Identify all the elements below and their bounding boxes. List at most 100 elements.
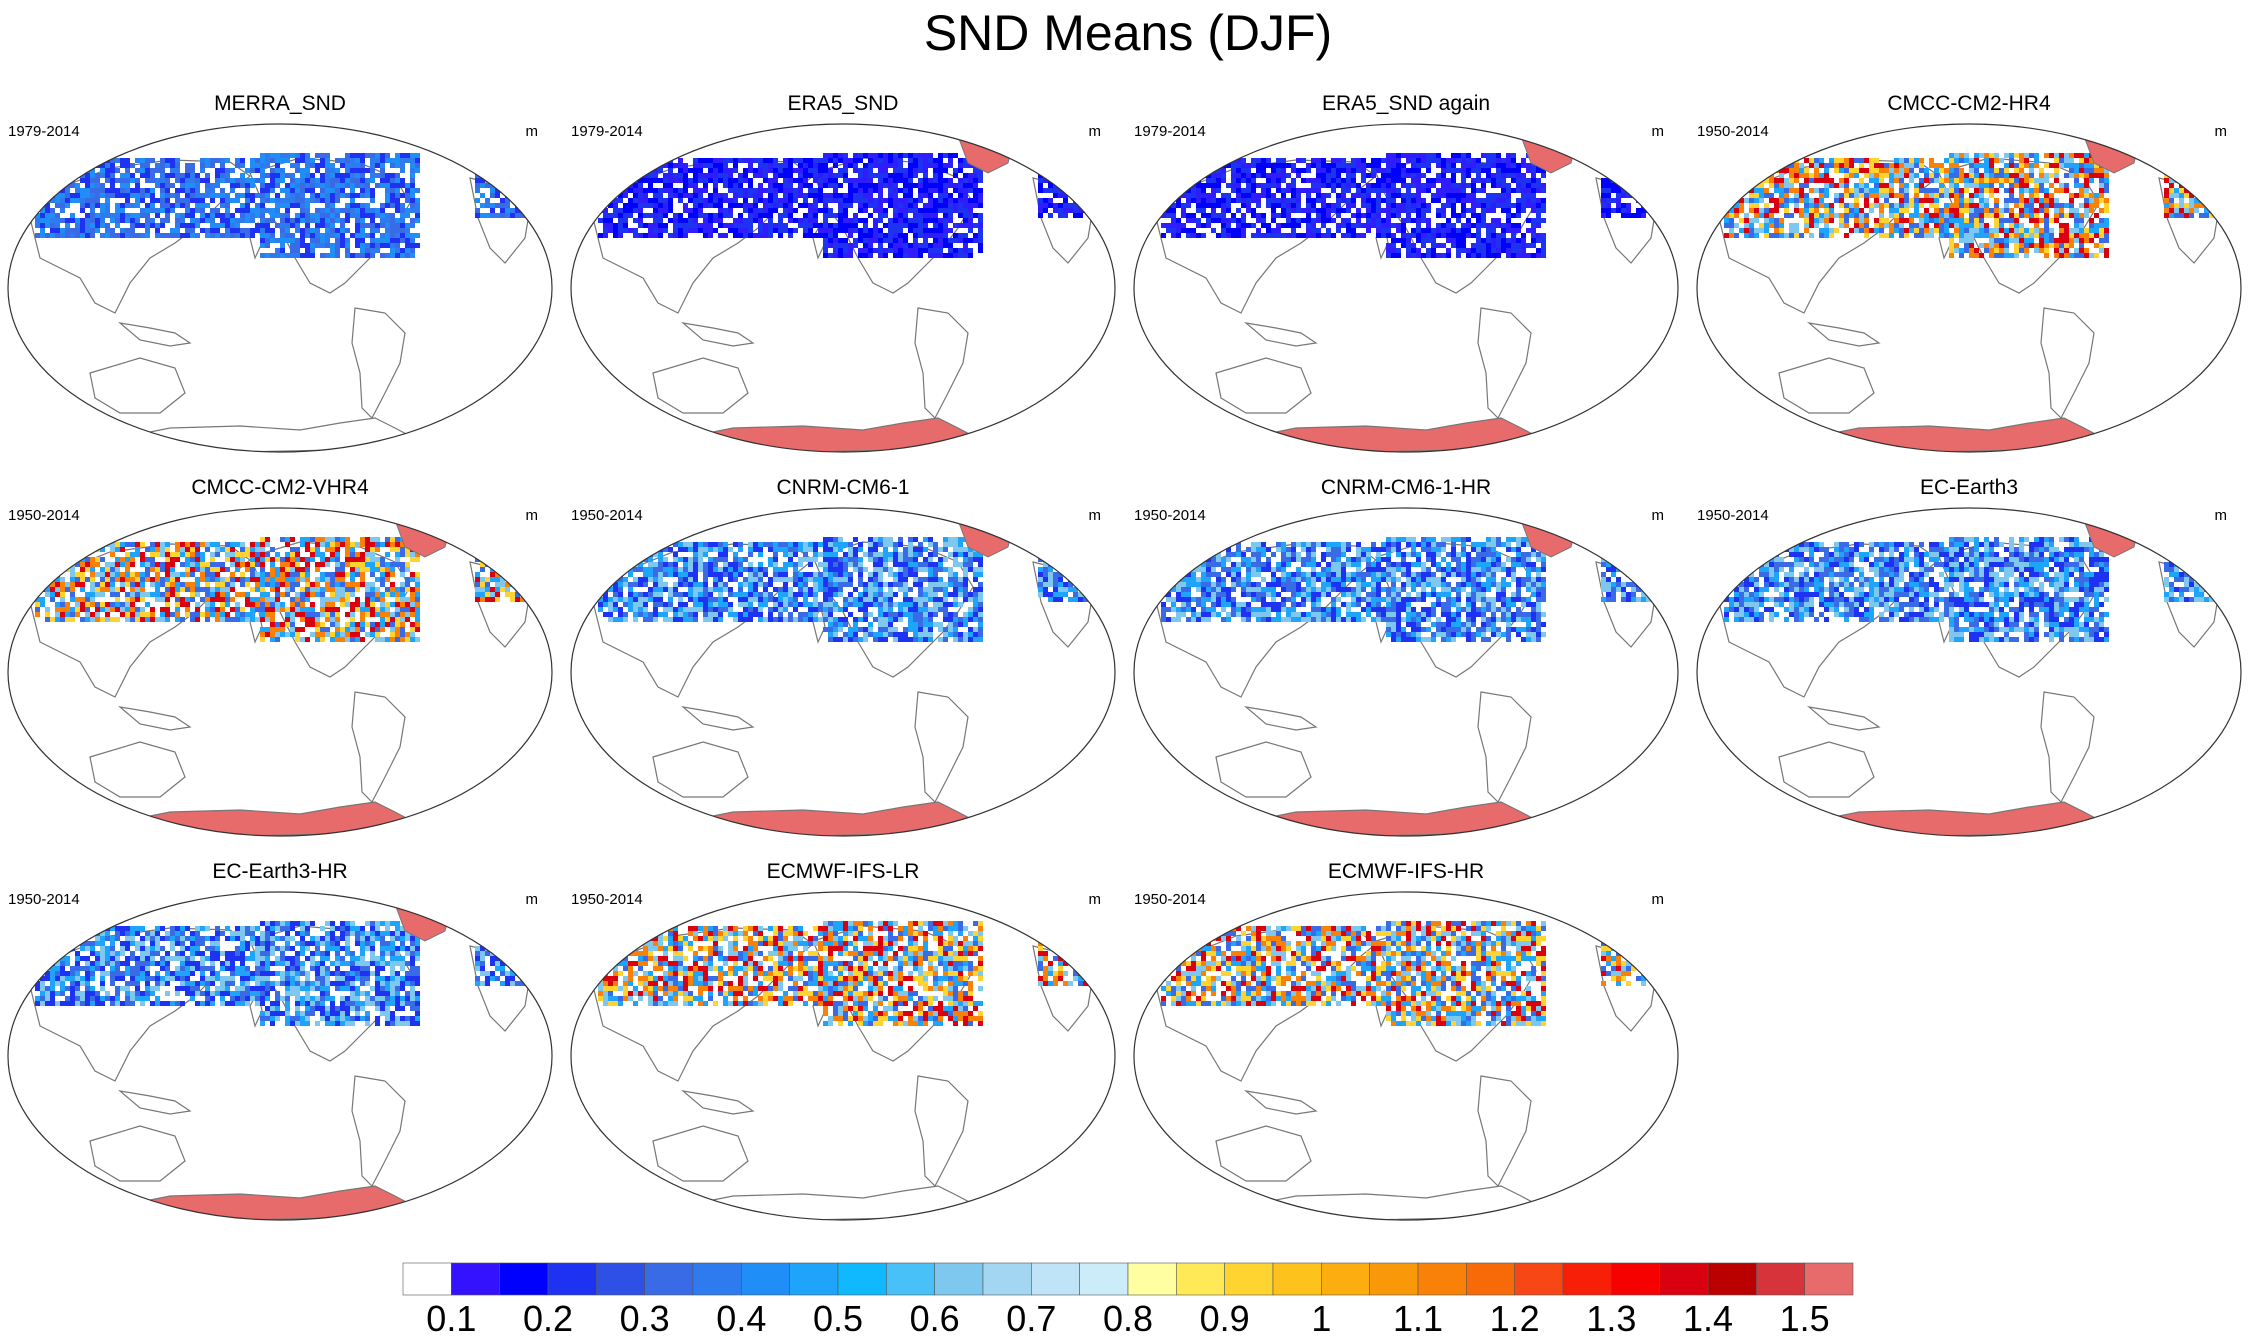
snow-cell	[2184, 208, 2189, 213]
coastline	[1806, 322, 1881, 347]
snow-cell	[1201, 193, 1206, 198]
coastline	[89, 741, 186, 798]
snow-cell	[813, 188, 818, 193]
snow-cell	[1779, 228, 1784, 233]
snow-cell	[2044, 228, 2049, 233]
snow-cell	[400, 203, 405, 208]
snow-cell	[270, 173, 275, 178]
snow-cell	[1804, 228, 1809, 233]
snow-cell	[390, 203, 395, 208]
snow-cell	[768, 188, 773, 193]
snow-cell	[1814, 213, 1819, 218]
snow-cell	[400, 248, 405, 253]
snow-cell	[1904, 158, 1909, 163]
snow-cell	[2039, 188, 2044, 193]
snow-cell	[1063, 213, 1068, 218]
snow-cell	[1381, 178, 1386, 183]
snow-cell	[270, 208, 275, 213]
snow-cell	[1536, 218, 1541, 223]
snow-cell	[165, 163, 170, 168]
snow-cell	[1276, 163, 1281, 168]
snow-cell	[330, 248, 335, 253]
snow-cell	[1974, 158, 1979, 163]
snow-cell	[1531, 193, 1536, 198]
snow-cell	[1541, 218, 1546, 223]
snow-cell	[1341, 218, 1346, 223]
snow-cell	[40, 542, 45, 547]
snow-cell	[1954, 248, 1959, 253]
snow-cell	[1401, 173, 1406, 178]
snow-cell	[1516, 243, 1521, 248]
snow-cell	[823, 178, 828, 183]
snow-cell	[1804, 158, 1809, 163]
snow-cell	[400, 218, 405, 223]
snow-cell	[1964, 188, 1969, 193]
snow-cell	[943, 218, 948, 223]
snow-cell	[843, 193, 848, 198]
snow-cell	[1441, 163, 1446, 168]
snow-cell	[1899, 193, 1904, 198]
snow-cell	[1974, 233, 1979, 238]
snow-cell	[828, 193, 833, 198]
snow-cell	[1486, 233, 1491, 238]
snow-cell	[1759, 213, 1764, 218]
snow-cell	[1431, 153, 1436, 158]
snow-cell	[1441, 193, 1446, 198]
snow-cell	[2069, 168, 2074, 173]
snow-cell	[1994, 213, 1999, 218]
snow-cell	[603, 198, 608, 203]
snow-cell	[1914, 198, 1919, 203]
snow-cell	[2089, 253, 2094, 258]
snow-cell	[863, 218, 868, 223]
snow-cell	[1346, 183, 1351, 188]
snow-cell	[1501, 188, 1506, 193]
snow-cell	[1078, 173, 1083, 178]
snow-cell	[310, 158, 315, 163]
snow-cell	[245, 562, 250, 567]
snow-cell	[415, 163, 420, 168]
snow-cell	[658, 228, 663, 233]
snow-cell	[1291, 178, 1296, 183]
snow-cell	[698, 228, 703, 233]
snow-cell	[1531, 223, 1536, 228]
snow-cell	[698, 188, 703, 193]
snow-cell	[275, 213, 280, 218]
snow-cell	[2204, 178, 2209, 183]
snow-cell	[823, 223, 828, 228]
snow-cell	[1211, 178, 1216, 183]
snow-cell	[1744, 158, 1749, 163]
snow-cell	[520, 188, 525, 193]
snow-cell	[703, 163, 708, 168]
snow-cell	[300, 203, 305, 208]
snow-cell	[130, 193, 135, 198]
snow-cell	[893, 248, 898, 253]
snow-cell	[1216, 163, 1221, 168]
snow-cell	[300, 173, 305, 178]
snow-cell	[963, 203, 968, 208]
snow-cell	[613, 233, 618, 238]
snow-cell	[350, 253, 355, 258]
snow-cell	[1386, 163, 1391, 168]
snow-cell	[823, 203, 828, 208]
snow-cell	[773, 223, 778, 228]
snow-cell	[628, 203, 633, 208]
snow-cell	[280, 188, 285, 193]
snow-cell	[1421, 153, 1426, 158]
snow-cell	[2029, 193, 2034, 198]
snow-cell	[2189, 183, 2194, 188]
snow-cell	[2019, 198, 2024, 203]
snow-cell	[50, 567, 55, 572]
snow-cell	[1441, 188, 1446, 193]
snow-cell	[1611, 208, 1616, 213]
snow-cell	[693, 218, 698, 223]
snow-cell	[1376, 183, 1381, 188]
snow-cell	[1954, 198, 1959, 203]
snow-cell	[1859, 163, 1864, 168]
snow-cell	[903, 253, 908, 258]
snow-cell	[1864, 233, 1869, 238]
snow-cell	[1206, 223, 1211, 228]
snow-cell	[703, 218, 708, 223]
snow-cell	[758, 208, 763, 213]
snow-cell	[135, 188, 140, 193]
snow-cell	[1809, 208, 1814, 213]
